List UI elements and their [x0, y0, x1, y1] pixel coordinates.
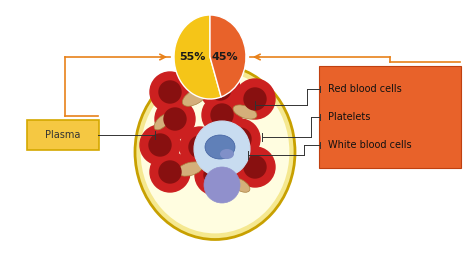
Ellipse shape [177, 162, 203, 176]
Text: 55%: 55% [180, 52, 206, 62]
Circle shape [159, 161, 181, 183]
Circle shape [195, 155, 235, 195]
Ellipse shape [220, 149, 234, 159]
Circle shape [211, 104, 233, 126]
Circle shape [202, 95, 242, 135]
Circle shape [235, 147, 275, 187]
Circle shape [194, 121, 250, 177]
Circle shape [204, 164, 226, 186]
Ellipse shape [135, 65, 295, 239]
Circle shape [244, 88, 266, 110]
Wedge shape [210, 15, 246, 97]
Circle shape [159, 81, 181, 103]
Ellipse shape [167, 92, 253, 111]
Circle shape [229, 128, 251, 150]
Text: White blood cells: White blood cells [328, 140, 411, 150]
Circle shape [189, 136, 211, 158]
FancyBboxPatch shape [27, 120, 99, 150]
Ellipse shape [205, 135, 235, 159]
Circle shape [180, 127, 220, 167]
Ellipse shape [230, 178, 250, 192]
Circle shape [140, 125, 180, 165]
Circle shape [235, 79, 275, 119]
FancyBboxPatch shape [319, 66, 461, 168]
Circle shape [150, 72, 190, 112]
Circle shape [220, 119, 260, 159]
Text: Platelets: Platelets [328, 112, 370, 122]
Circle shape [209, 78, 231, 100]
Circle shape [200, 69, 240, 109]
Ellipse shape [233, 105, 257, 119]
Ellipse shape [154, 114, 170, 130]
Circle shape [149, 134, 171, 156]
Circle shape [244, 156, 266, 178]
Ellipse shape [182, 88, 208, 106]
Text: 45%: 45% [212, 52, 238, 62]
Circle shape [155, 99, 195, 139]
Circle shape [164, 108, 186, 130]
Wedge shape [174, 15, 221, 99]
Text: Plasma: Plasma [46, 130, 81, 140]
Ellipse shape [141, 71, 290, 233]
Circle shape [150, 152, 190, 192]
Circle shape [204, 167, 240, 203]
Text: Red blood cells: Red blood cells [328, 84, 402, 94]
